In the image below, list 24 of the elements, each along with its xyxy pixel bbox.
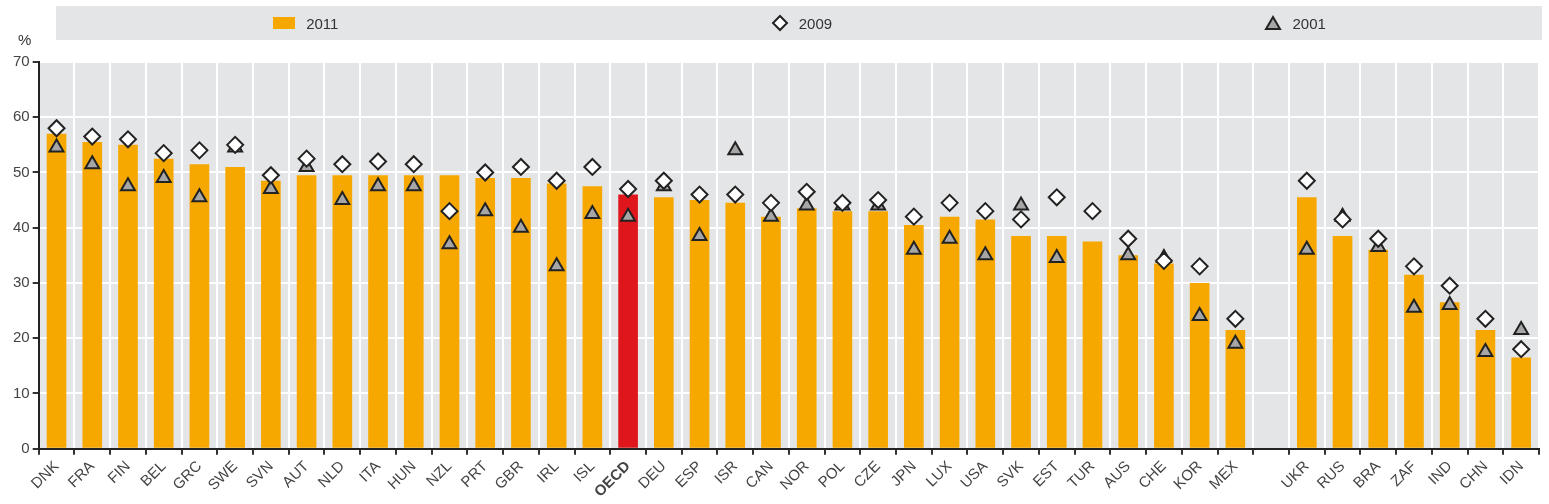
x-tick-label: ITA bbox=[355, 457, 384, 485]
y-tick-label: 30 bbox=[13, 273, 30, 291]
x-tick-label: FIN bbox=[103, 457, 134, 487]
y-tick-label: 10 bbox=[13, 383, 30, 401]
x-tick-label: POL bbox=[814, 457, 848, 491]
y-tick-label: 50 bbox=[13, 162, 30, 180]
x-tick-label: USA bbox=[956, 457, 991, 491]
y-axis-title: % bbox=[18, 30, 32, 48]
legend-label: 2009 bbox=[798, 14, 833, 32]
x-tick-label: BEL bbox=[136, 457, 169, 490]
x-tick-label: IDN bbox=[1495, 457, 1527, 488]
y-tick-label: 20 bbox=[13, 328, 30, 346]
y-tick-label: 60 bbox=[13, 107, 30, 125]
x-tick-label: NZL bbox=[422, 457, 455, 490]
legend-label: 2011 bbox=[306, 14, 339, 32]
legend-label: 2001 bbox=[1292, 14, 1326, 32]
y-tick-label: 70 bbox=[13, 52, 30, 70]
y-tick-label: 40 bbox=[13, 217, 30, 235]
x-tick-label: IND bbox=[1424, 456, 1455, 488]
y-tick-label: 0 bbox=[21, 438, 30, 456]
x-tick-label: ISR bbox=[710, 456, 741, 487]
x-tick-label: ISL bbox=[569, 457, 598, 485]
x-tick-label: TUR bbox=[1063, 456, 1098, 491]
x-tick-label: IRL bbox=[533, 457, 562, 486]
